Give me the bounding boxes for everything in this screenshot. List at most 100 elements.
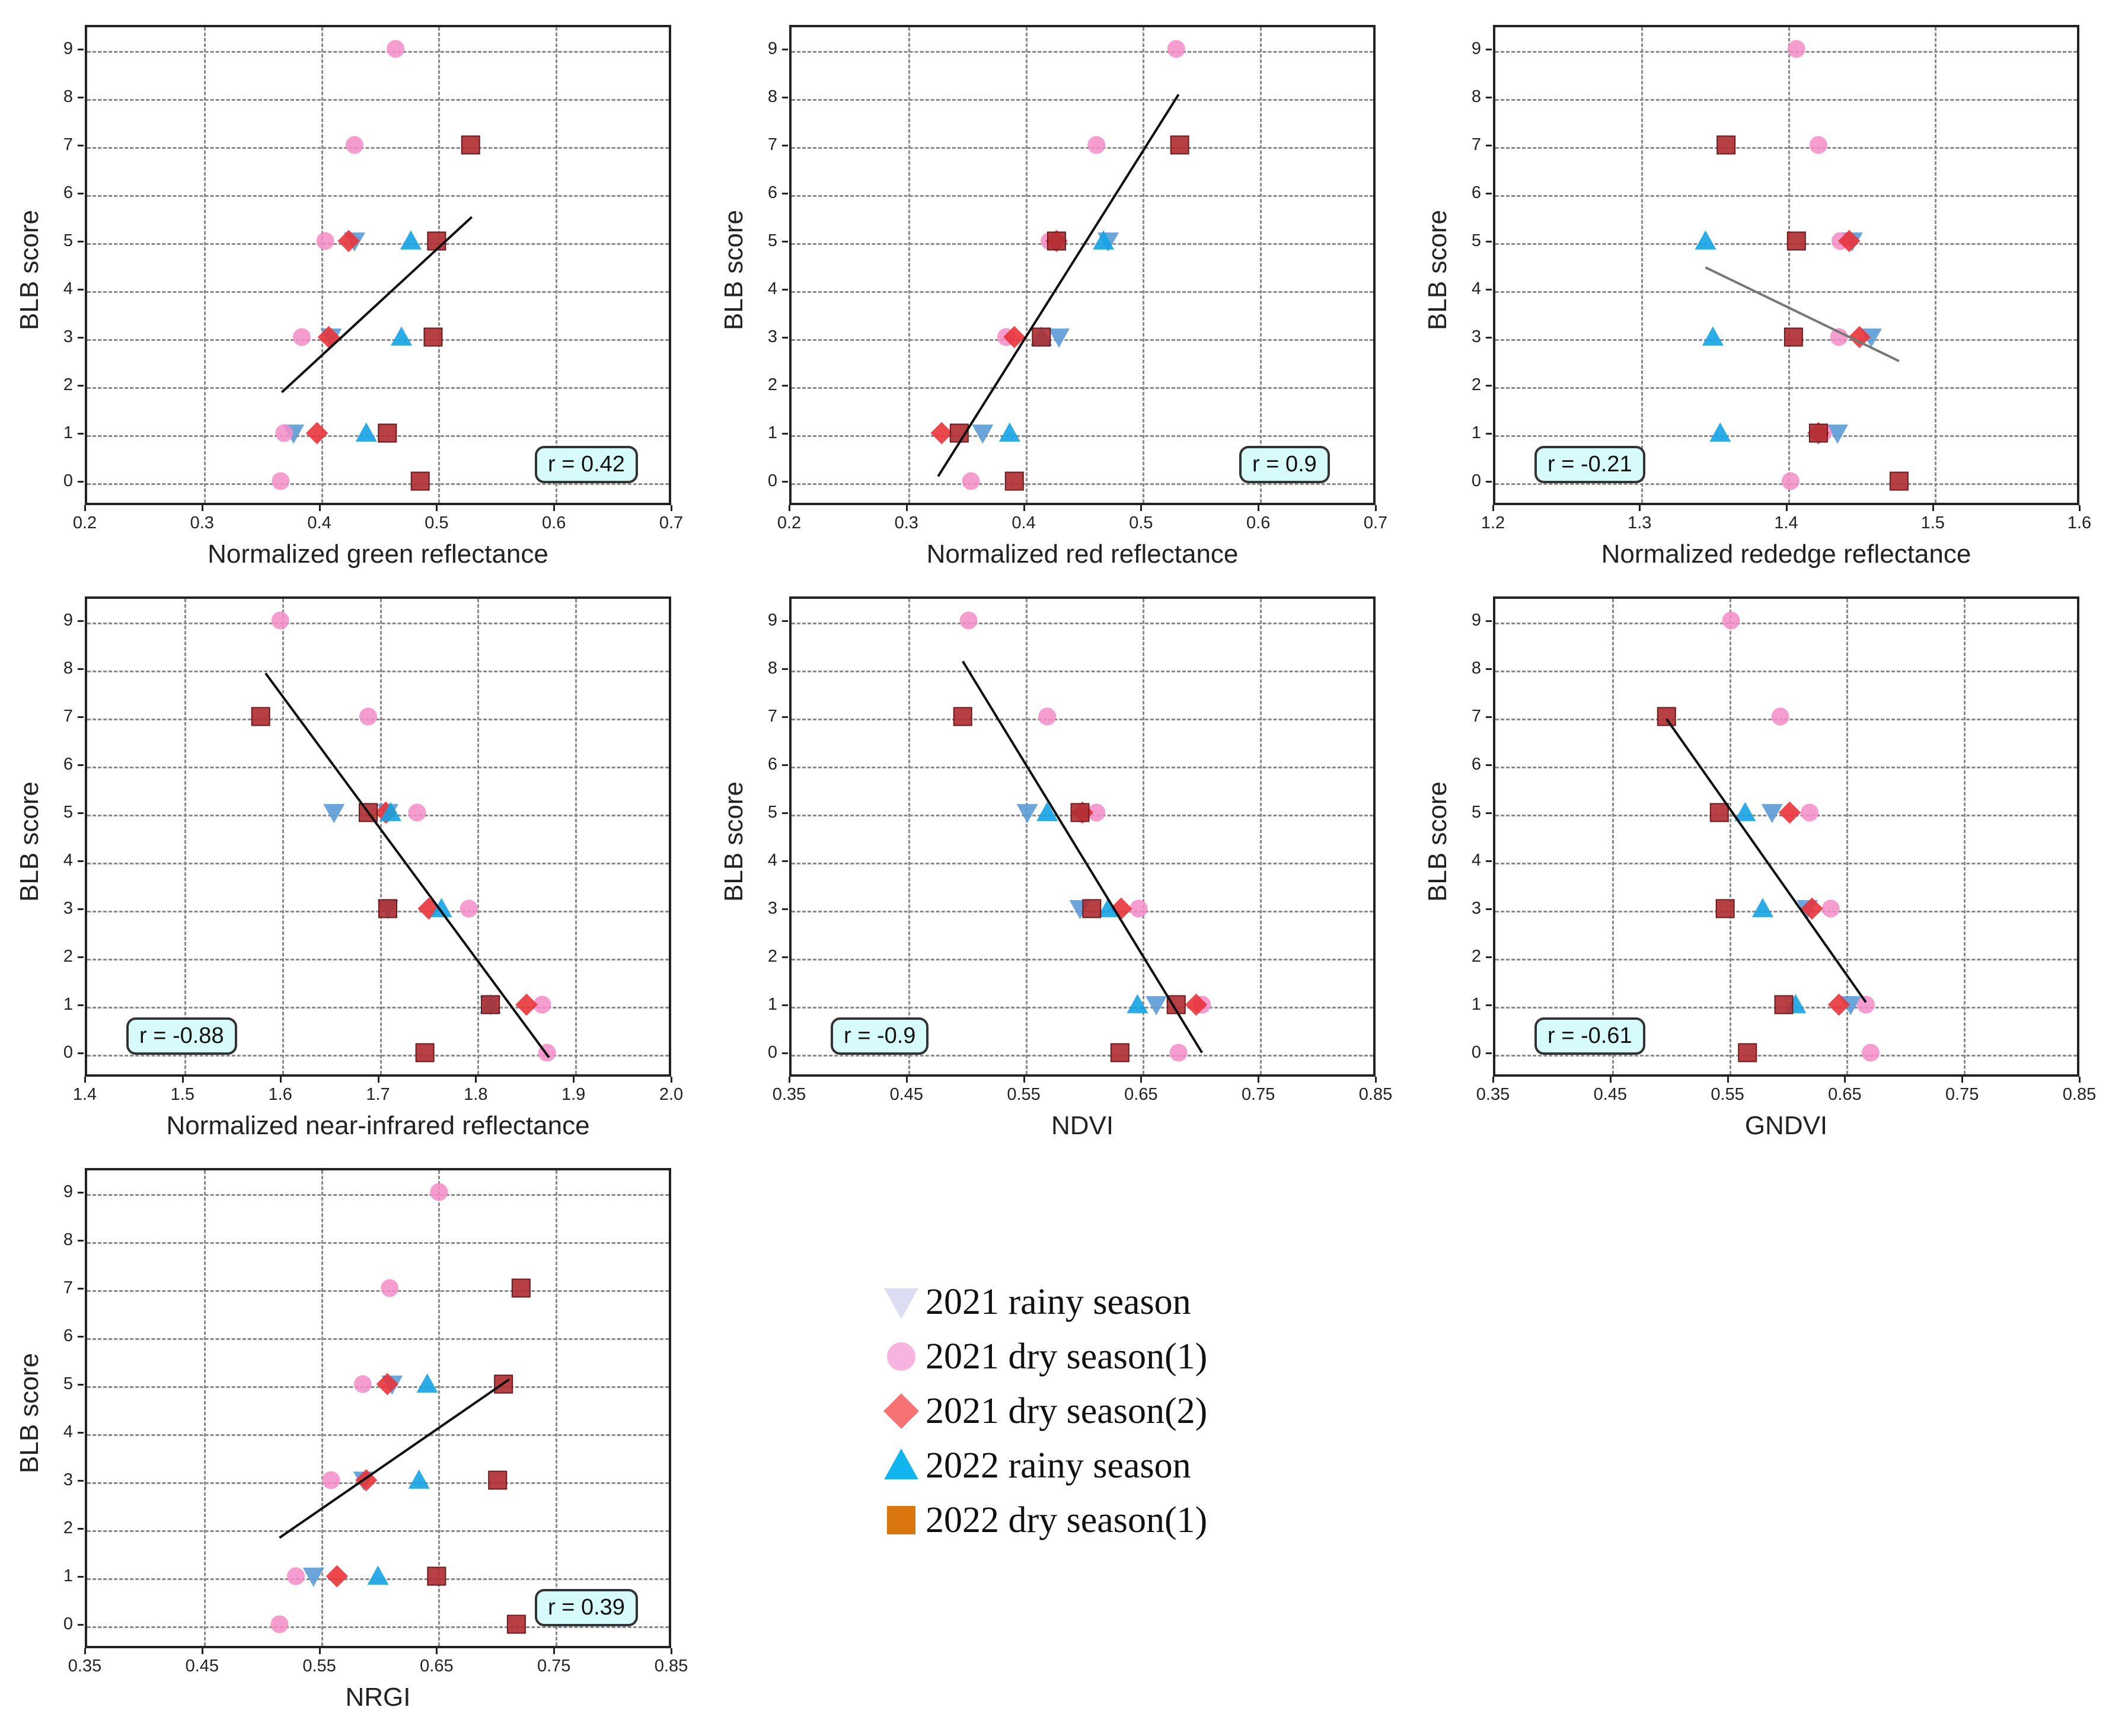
point-d21a [1861, 1043, 1880, 1062]
y-tick-label: 0 [767, 471, 777, 490]
point-r22 [1093, 230, 1115, 250]
y-tick-label: 1 [63, 994, 73, 1014]
y-tick-label: 3 [1471, 898, 1481, 918]
point-r22 [430, 898, 452, 917]
x-tick-label: 0.3 [190, 513, 214, 532]
legend-label: 2022 rainy season [926, 1445, 1191, 1486]
grid-line-v [556, 1170, 558, 1646]
y-tick-mark [782, 480, 788, 483]
grid-line-h [87, 1290, 669, 1292]
point-d22 [949, 423, 969, 443]
legend-item-r21: 2021 rainy season [880, 1275, 1207, 1329]
y-tick-mark [782, 336, 788, 339]
point-d22 [511, 1278, 531, 1298]
point-d21a [353, 1375, 372, 1393]
grid-line-h [792, 98, 1373, 101]
x-tick-label: 0.2 [777, 513, 802, 532]
y-tick-mark [782, 860, 788, 862]
point-d21b [930, 422, 953, 445]
grid-line-v [575, 599, 577, 1074]
point-r22 [998, 422, 1020, 442]
grid-line-v [1143, 27, 1145, 503]
point-r21 [323, 804, 345, 824]
legend-label: 2021 rainy season [926, 1281, 1191, 1322]
regression-line [280, 216, 473, 394]
grid-line-h [87, 194, 669, 197]
point-d22 [1715, 899, 1735, 918]
regression-line [962, 660, 1203, 1054]
x-axis-label: Normalized near-infrared reflectance [166, 1111, 590, 1140]
grid-line-v [908, 27, 910, 503]
y-tick-label: 4 [1471, 279, 1481, 298]
y-tick-mark [78, 1191, 84, 1194]
y-tick-label: 0 [1471, 1042, 1481, 1062]
y-tick-label: 3 [63, 1470, 73, 1489]
y-tick-mark [1486, 764, 1492, 766]
point-d21a [1722, 611, 1740, 630]
y-tick-mark [782, 716, 788, 718]
grid-line-v [908, 599, 910, 1074]
grid-line-v [438, 1170, 441, 1646]
y-tick-label: 8 [63, 658, 73, 678]
grid-line-h [792, 670, 1373, 672]
x-tick-label: 0.4 [307, 513, 331, 532]
legend-label: 2021 dry season(2) [926, 1390, 1208, 1431]
y-tick-mark [782, 764, 788, 766]
point-d21a [271, 611, 289, 630]
y-tick-mark [1486, 288, 1492, 291]
x-tick-mark [1375, 505, 1377, 511]
grid-line-h [792, 387, 1373, 389]
grid-line-v [1964, 599, 1966, 1074]
x-tick-mark [789, 1077, 790, 1083]
grid-line-h [87, 670, 669, 672]
y-tick-mark [1486, 812, 1492, 814]
y-tick-mark [78, 384, 84, 387]
grid-line-h [87, 291, 669, 293]
grid-line-h [87, 146, 669, 149]
y-tick-label: 5 [63, 1374, 73, 1393]
correlation-label: r = -0.9 [831, 1017, 929, 1055]
y-tick-label: 9 [63, 39, 73, 58]
x-tick-mark [1258, 1077, 1260, 1083]
y-tick-mark [78, 956, 84, 958]
y-tick-mark [1486, 716, 1492, 718]
legend-label: 2022 dry season(1) [926, 1499, 1208, 1540]
y-tick-label: 9 [1471, 610, 1481, 630]
y-tick-label: 5 [767, 231, 777, 250]
y-tick-mark [1486, 432, 1492, 435]
grid-line-h [87, 242, 669, 245]
point-d21a [408, 803, 426, 822]
point-d22 [1709, 803, 1729, 822]
y-tick-label: 2 [1471, 946, 1481, 966]
grid-line-h [87, 1054, 669, 1057]
point-d21a [1087, 136, 1106, 154]
plot-area [789, 25, 1376, 505]
point-r21 [1048, 328, 1070, 348]
grid-line-h [87, 1626, 669, 1628]
point-d22 [481, 995, 500, 1014]
x-tick-mark [84, 505, 86, 511]
point-r22 [1702, 326, 1724, 346]
point-d21a [381, 1279, 399, 1297]
y-tick-label: 8 [1471, 87, 1481, 106]
point-d22 [1046, 231, 1066, 251]
x-tick-mark [1785, 505, 1788, 511]
point-r22 [1709, 422, 1731, 442]
point-d22 [427, 1566, 446, 1586]
x-tick-label: 0.35 [68, 1657, 102, 1676]
x-axis-label: NDVI [1051, 1111, 1114, 1140]
point-d21a [272, 472, 290, 490]
grid-line-v [1788, 27, 1790, 503]
x-tick-mark [671, 1648, 672, 1654]
x-tick-mark [1961, 1077, 1964, 1083]
grid-line-h [87, 98, 669, 101]
y-tick-mark [1486, 336, 1492, 339]
y-tick-mark [78, 1239, 84, 1242]
point-d21a [387, 40, 405, 58]
y-tick-mark [78, 908, 84, 910]
y-tick-label: 3 [63, 327, 73, 346]
y-tick-label: 3 [767, 898, 777, 918]
y-tick-mark [78, 860, 84, 862]
